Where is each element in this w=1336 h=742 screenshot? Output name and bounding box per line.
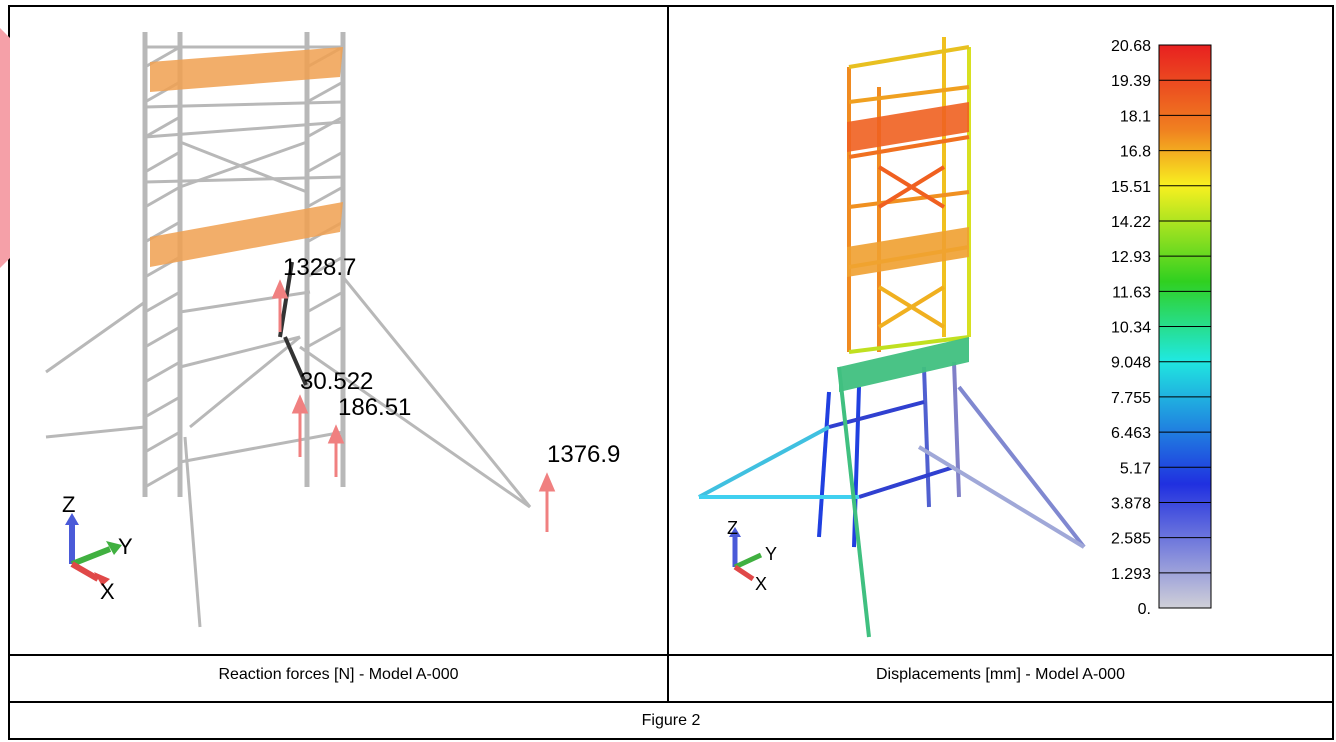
colorbar-tick-label: 9.048 (1111, 355, 1151, 372)
right-caption: Displacements [mm] - Model A-000 (876, 666, 1125, 683)
colorbar-tick-label: 3.878 (1111, 495, 1151, 512)
platform-bottom (839, 337, 969, 392)
colorbar-tick-label: 0. (1138, 601, 1151, 618)
platform-upper (150, 47, 343, 92)
colorbar-tick-label: 1.293 (1111, 566, 1151, 583)
colorbar-tick-label: 5.17 (1120, 460, 1151, 477)
platform-top (847, 102, 969, 152)
axis-x-label: X (755, 574, 767, 594)
colorbar-tick-label: 12.93 (1111, 249, 1151, 266)
colorbar-tick-label: 18.1 (1120, 108, 1151, 125)
colorbar-tick-label: 19.39 (1111, 73, 1151, 90)
axis-triad-left: Z Y X (62, 492, 133, 604)
colorbar-tick-label: 14.22 (1111, 214, 1151, 231)
axis-z-label: Z (727, 518, 738, 538)
reaction-arrows (271, 279, 556, 532)
colorbar-tick-label: 16.8 (1120, 144, 1151, 161)
figure-caption: Figure 2 (641, 712, 701, 729)
left-caption: Reaction forces [N] - Model A-000 (218, 666, 459, 683)
colorbar-tick-label: 6.463 (1111, 425, 1151, 442)
colorbar-ticks (1159, 79, 1211, 574)
scaffold-tower-right (698, 37, 1086, 638)
reaction-label-2: 30.522 (300, 368, 373, 395)
platform-middle (847, 227, 969, 277)
panel-divider (667, 5, 669, 703)
colorbar-tick-label: 10.34 (1111, 320, 1151, 337)
figure-frame (8, 5, 1334, 740)
colorbar-tick-label: 2.585 (1111, 531, 1151, 548)
axis-z-label: Z (62, 492, 75, 517)
edge-accent (0, 28, 10, 268)
displacements-view: Z Y X 20.68 19.39 18.1 16.8 15.51 14.22 12.93 1… (698, 37, 1212, 638)
reaction-label-3: 186.51 (338, 394, 411, 421)
reaction-label-1: 1328.7 (283, 254, 356, 281)
axis-triad-right: Z Y X (727, 518, 777, 594)
colorbar-tick-label: 15.51 (1111, 179, 1151, 196)
axis-y-label: Y (765, 544, 777, 564)
reaction-label-4: 1376.9 (547, 441, 620, 468)
platform-lower (150, 202, 343, 267)
axis-y-label: Y (118, 534, 133, 559)
axis-x-label: X (100, 579, 115, 604)
reaction-forces-view: 1328.7 30.522 186.51 1376.9 Z Y X (45, 32, 620, 628)
colorbar-tick-label: 11.63 (1112, 284, 1151, 301)
colorbar-tick-label: 20.68 (1111, 38, 1151, 55)
colorbar-tick-label: 7.755 (1111, 390, 1151, 407)
figure-caption-divider (8, 701, 1334, 703)
colorbar-labels: 20.68 19.39 18.1 16.8 15.51 14.22 12.93 11.63 10… (1111, 38, 1151, 618)
caption-divider (8, 654, 1334, 656)
